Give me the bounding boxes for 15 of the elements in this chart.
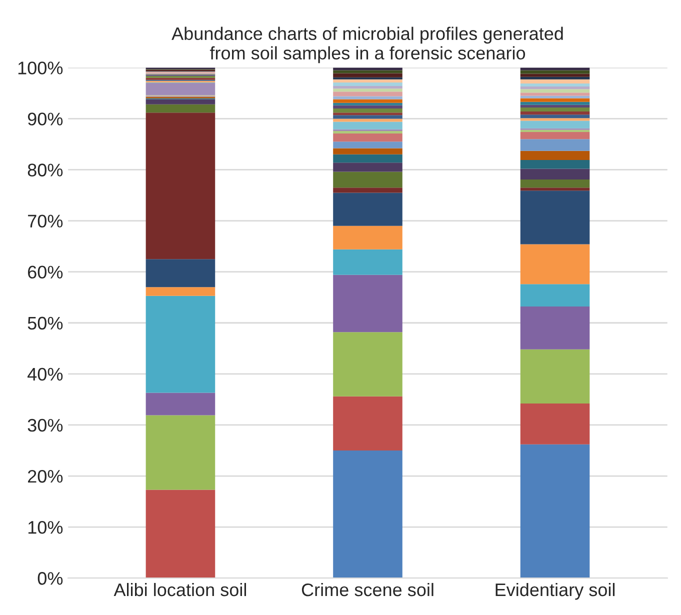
y-tick-label: 80% [28,164,63,176]
chart-title: Abundance charts of microbial profiles generated from soil samples in a forensic scenario [172,26,563,64]
y-tick-label: 100% [18,62,63,74]
y-tick-label: 10% [28,520,63,534]
y-tick-label: 50% [28,316,63,330]
y-tick-label: 60% [28,266,63,279]
y-tick-label: 70% [28,214,63,228]
y-tick-label: 90% [28,112,63,126]
y-tick-label: 20% [28,470,63,483]
y-tick-label: 30% [28,418,63,432]
y-tick-label: 0% [38,572,63,585]
x-tick-label: Crime scene soil [302,582,434,596]
x-tick-label: Alibi location soil [114,582,246,596]
x-tick-label: Evidentiary soil [496,582,615,600]
y-tick-label: 40% [28,368,63,381]
